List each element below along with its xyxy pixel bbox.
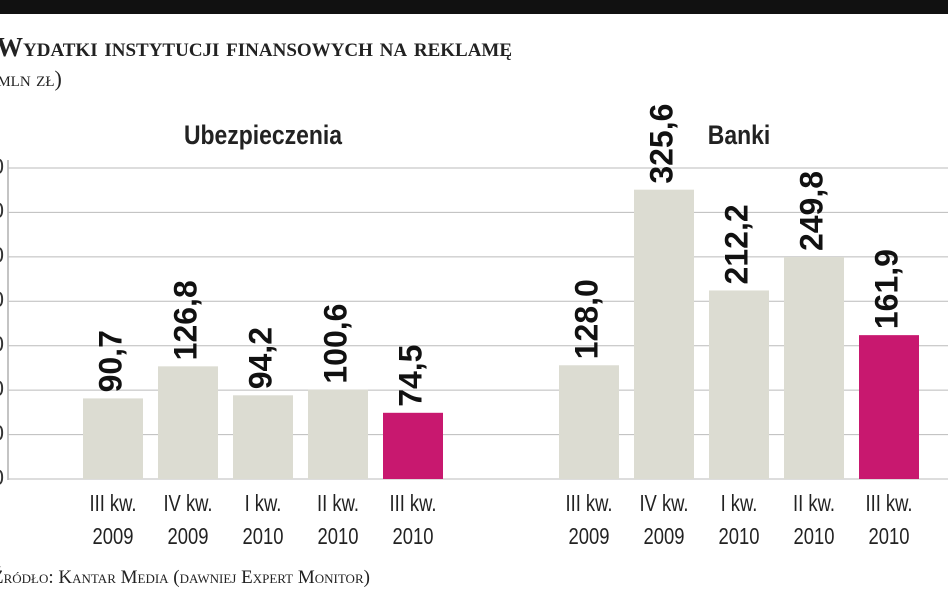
x-tick-label: I kw. 2010 — [718, 490, 760, 549]
y-tick-label: 200 — [0, 287, 4, 312]
y-tick-label: 350 — [0, 154, 4, 179]
y-tick-label: 100 — [0, 376, 4, 401]
chart-subtitle: (mln zł) — [0, 66, 62, 91]
bar — [158, 366, 218, 479]
x-tick-label: III kw. 2010 — [389, 490, 437, 549]
value-label: 94,2 — [242, 327, 278, 389]
x-tick-label: IV kw. 2009 — [639, 490, 689, 549]
bar — [308, 389, 368, 479]
x-tick-label: I kw. 2010 — [242, 490, 284, 549]
group-title: Banki — [708, 120, 770, 150]
value-label: 249,8 — [793, 171, 829, 251]
value-label: 126,8 — [167, 280, 203, 360]
x-tick-label: III kw. 2009 — [89, 490, 137, 549]
bar — [859, 335, 919, 479]
source: Źródło: Kantar Media (dawniej Expert Mon… — [0, 566, 370, 588]
bar — [559, 365, 619, 479]
bar — [383, 412, 443, 479]
y-tick-label: 300 — [0, 198, 4, 223]
bar — [83, 398, 143, 479]
y-tick-label: 250 — [0, 243, 4, 268]
x-tick-label: III kw. 2010 — [865, 490, 913, 549]
value-label: 100,6 — [317, 304, 353, 384]
value-label: 212,2 — [718, 204, 754, 284]
x-tick-label: III kw. 2009 — [565, 490, 613, 549]
x-tick-label: II kw. 2010 — [317, 490, 359, 549]
y-tick-label: 150 — [0, 332, 4, 357]
group-title: Ubezpieczenia — [184, 120, 343, 150]
chart-title: Wydatki instytucji finansowych na reklam… — [0, 32, 512, 62]
bar — [634, 189, 694, 479]
value-label: 74,5 — [392, 345, 428, 407]
x-tick-label: II kw. 2010 — [793, 490, 835, 549]
x-tick-label: IV kw. 2009 — [163, 490, 213, 549]
bar — [784, 257, 844, 479]
value-label: 128,0 — [568, 279, 604, 359]
value-label: 161,9 — [868, 249, 904, 329]
bar — [233, 395, 293, 479]
value-label: 325,6 — [643, 104, 679, 184]
y-tick-label: 50 — [0, 420, 4, 445]
y-tick-label: 0 — [0, 465, 4, 490]
value-label: 90,7 — [92, 330, 128, 392]
bar — [709, 290, 769, 479]
top-bar — [0, 0, 948, 14]
